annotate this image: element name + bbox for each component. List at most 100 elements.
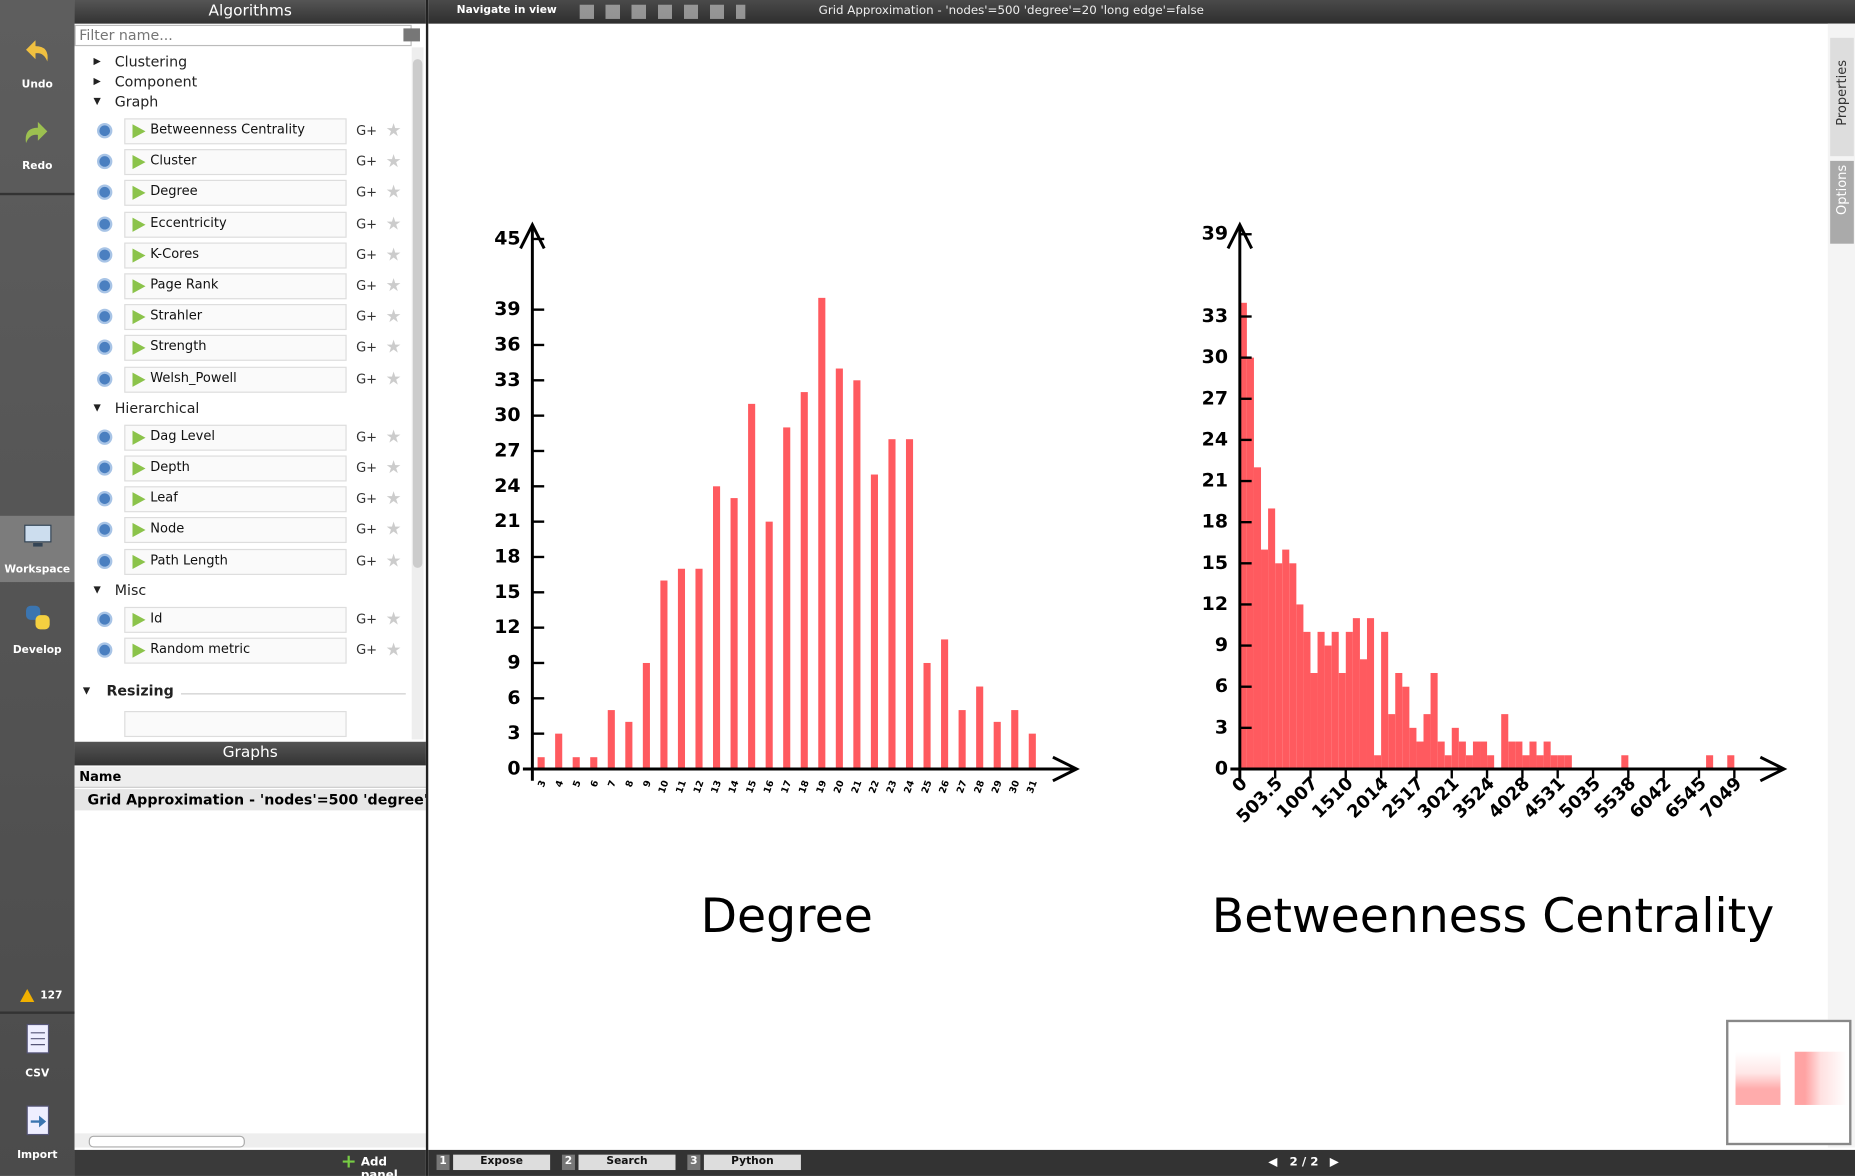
group-name[interactable]: Graph (114, 93, 159, 111)
tab-button[interactable]: Search (578, 1154, 676, 1171)
settings-icon[interactable] (97, 123, 113, 139)
algorithm-name[interactable]: Node (150, 520, 185, 537)
options-tab[interactable] (1830, 160, 1854, 244)
settings-icon[interactable] (97, 339, 113, 356)
run-button[interactable] (124, 711, 347, 738)
redo-label[interactable]: Redo (22, 160, 53, 173)
graph-output-icon[interactable]: G+ (356, 308, 378, 325)
warning-count[interactable]: 127 (40, 990, 63, 1003)
graph-output-icon[interactable]: G+ (356, 216, 378, 232)
scroll-thumb[interactable] (412, 59, 423, 568)
settings-icon[interactable] (97, 611, 113, 627)
algorithm-name[interactable]: Cluster (150, 152, 197, 169)
algorithm-name[interactable]: Strength (150, 338, 207, 355)
column-header[interactable]: Name (74, 766, 426, 788)
favorite-star[interactable]: ★ (385, 487, 402, 509)
settings-icon[interactable] (97, 642, 113, 658)
settings-icon[interactable] (97, 308, 113, 325)
mode-label[interactable]: Navigate in view (456, 4, 557, 17)
next-arrow[interactable]: ▶ (1329, 1155, 1339, 1169)
graph-row[interactable]: Grid Approximation - 'nodes'=500 'degree… (74, 789, 426, 811)
algorithm-name[interactable]: Id (150, 610, 163, 626)
graph-output-icon[interactable]: G+ (356, 339, 378, 356)
algorithm-name[interactable]: Eccentricity (150, 214, 227, 231)
algorithm-name[interactable]: K-Cores (150, 245, 200, 262)
expand-arrow[interactable]: ▼ (82, 685, 91, 696)
run-button[interactable] (124, 486, 347, 513)
algorithm-name[interactable]: Path Length (150, 551, 228, 568)
graph-output-icon[interactable]: G+ (356, 247, 378, 263)
run-button[interactable] (124, 455, 347, 482)
algorithm-name[interactable]: Degree (150, 183, 198, 200)
group-name[interactable]: Hierarchical (114, 399, 200, 417)
expand-arrow[interactable]: ▼ (93, 584, 101, 595)
favorite-star[interactable]: ★ (385, 456, 402, 478)
favorite-star[interactable]: ★ (385, 518, 402, 540)
filter-input[interactable] (74, 24, 412, 47)
run-button[interactable] (124, 335, 347, 362)
favorite-star[interactable]: ★ (385, 305, 402, 327)
run-button[interactable] (124, 606, 347, 633)
favorite-star[interactable]: ★ (385, 367, 402, 389)
tab-key[interactable]: 2 (561, 1154, 575, 1171)
group-name[interactable]: Clustering (114, 53, 188, 70)
favorite-star[interactable]: ★ (385, 425, 402, 447)
csv-label[interactable]: CSV (25, 1068, 50, 1081)
workspace-icon[interactable] (24, 523, 52, 549)
section-name[interactable]: Resizing (106, 682, 174, 700)
scrollbar[interactable] (411, 47, 424, 740)
settings-icon[interactable] (97, 154, 113, 170)
tab-key[interactable]: 3 (687, 1154, 701, 1171)
favorite-star[interactable]: ★ (385, 150, 402, 172)
tab-label[interactable]: Properties (1834, 59, 1850, 126)
add-panel[interactable]: Add panel (360, 1155, 398, 1176)
import-icon[interactable] (25, 1105, 51, 1136)
group-name[interactable]: Component (114, 73, 198, 90)
graph-output-icon[interactable]: G+ (356, 154, 378, 170)
graph-output-icon[interactable]: G+ (356, 642, 378, 658)
settings-icon[interactable] (97, 278, 113, 294)
algorithm-name[interactable]: Welsh_Powell (150, 369, 237, 386)
favorite-star[interactable]: ★ (385, 549, 402, 571)
run-button[interactable] (124, 118, 347, 145)
settings-icon[interactable] (97, 553, 113, 569)
tab-label[interactable]: Options (1834, 164, 1850, 215)
run-button[interactable] (124, 242, 347, 269)
undo-label[interactable]: Undo (21, 79, 53, 92)
graph-output-icon[interactable]: G+ (356, 123, 378, 139)
run-button[interactable] (124, 273, 347, 300)
import-label[interactable]: Import (17, 1149, 58, 1162)
prev-arrow[interactable]: ◀ (1268, 1155, 1278, 1169)
properties-tab[interactable] (1830, 37, 1854, 157)
settings-icon[interactable] (97, 522, 113, 538)
undo-icon[interactable] (21, 35, 52, 63)
run-button[interactable] (124, 548, 347, 575)
run-button[interactable] (124, 211, 347, 238)
warning-icon[interactable] (19, 988, 36, 1003)
csv-icon[interactable] (25, 1023, 51, 1054)
settings-icon[interactable] (97, 491, 113, 507)
graph-name[interactable]: Grid Approximation - 'nodes'=500 'degree… (87, 791, 426, 809)
graph-output-icon[interactable]: G+ (356, 460, 378, 476)
tab-button[interactable]: Python (703, 1154, 801, 1171)
favorite-star[interactable]: ★ (385, 243, 402, 265)
graph-view[interactable]: 3 4 5 6 7 8 9 10 11 12 13 14 15 16 17 18 19 20 21 22 23 24 25 2… (428, 24, 1828, 1148)
graph-output-icon[interactable]: G+ (356, 370, 378, 387)
graph-output-icon[interactable]: G+ (356, 185, 378, 201)
add-icon[interactable]: + (340, 1149, 357, 1173)
h-scrollbar[interactable] (74, 1133, 426, 1148)
tab-key[interactable]: 1 (436, 1154, 450, 1171)
run-button[interactable] (124, 424, 347, 451)
settings-icon[interactable] (97, 247, 113, 263)
favorite-star[interactable]: ★ (385, 181, 402, 203)
overview-map[interactable] (1726, 1019, 1852, 1146)
expand-arrow[interactable]: ▶ (93, 55, 101, 67)
algorithm-name[interactable]: Random metric (150, 641, 251, 657)
settings-icon[interactable] (97, 460, 113, 476)
run-button[interactable] (124, 180, 347, 207)
expand-arrow[interactable]: ▼ (93, 95, 101, 107)
expand-arrow[interactable]: ▼ (93, 401, 101, 413)
group-name[interactable]: Misc (114, 581, 147, 599)
favorite-star[interactable]: ★ (385, 638, 402, 661)
scroll-thumb[interactable] (88, 1135, 245, 1148)
